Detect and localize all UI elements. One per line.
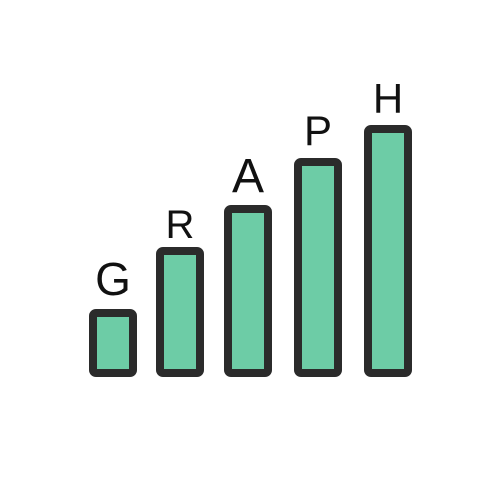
bar-r bbox=[156, 247, 204, 377]
bar-g bbox=[89, 309, 137, 377]
bar-group-g: G bbox=[89, 253, 137, 377]
bar-group-a: A bbox=[224, 150, 272, 377]
bar-group-r: R bbox=[156, 203, 204, 377]
bar-h bbox=[364, 125, 412, 377]
bar-a bbox=[224, 205, 272, 377]
bar-letter-a: A bbox=[232, 150, 264, 203]
bar-letter-h: H bbox=[373, 75, 403, 122]
bar-letter-r: R bbox=[166, 203, 195, 247]
bar-group-h: H bbox=[364, 75, 412, 377]
bar-group-p: P bbox=[294, 107, 342, 377]
bar-letter-g: G bbox=[95, 253, 131, 305]
bar-p bbox=[294, 158, 342, 377]
bar-letter-p: P bbox=[304, 107, 332, 154]
